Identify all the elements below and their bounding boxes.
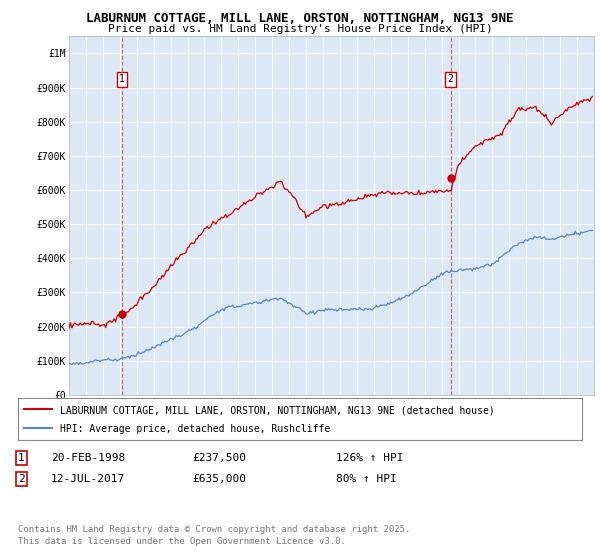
Text: £635,000: £635,000 [192, 474, 246, 484]
Text: 126% ↑ HPI: 126% ↑ HPI [336, 452, 404, 463]
Text: Price paid vs. HM Land Registry's House Price Index (HPI): Price paid vs. HM Land Registry's House … [107, 24, 493, 34]
Text: HPI: Average price, detached house, Rushcliffe: HPI: Average price, detached house, Rush… [60, 424, 331, 433]
Text: 1: 1 [18, 452, 25, 463]
Text: LABURNUM COTTAGE, MILL LANE, ORSTON, NOTTINGHAM, NG13 9NE (detached house): LABURNUM COTTAGE, MILL LANE, ORSTON, NOT… [60, 405, 495, 415]
Text: LABURNUM COTTAGE, MILL LANE, ORSTON, NOTTINGHAM, NG13 9NE: LABURNUM COTTAGE, MILL LANE, ORSTON, NOT… [86, 12, 514, 25]
Text: Contains HM Land Registry data © Crown copyright and database right 2025.
This d: Contains HM Land Registry data © Crown c… [18, 525, 410, 546]
Text: £237,500: £237,500 [192, 452, 246, 463]
Text: 2: 2 [18, 474, 25, 484]
Text: 80% ↑ HPI: 80% ↑ HPI [336, 474, 397, 484]
Text: 1: 1 [119, 74, 125, 85]
Text: 2: 2 [448, 74, 454, 85]
Text: 20-FEB-1998: 20-FEB-1998 [51, 452, 125, 463]
Text: 12-JUL-2017: 12-JUL-2017 [51, 474, 125, 484]
